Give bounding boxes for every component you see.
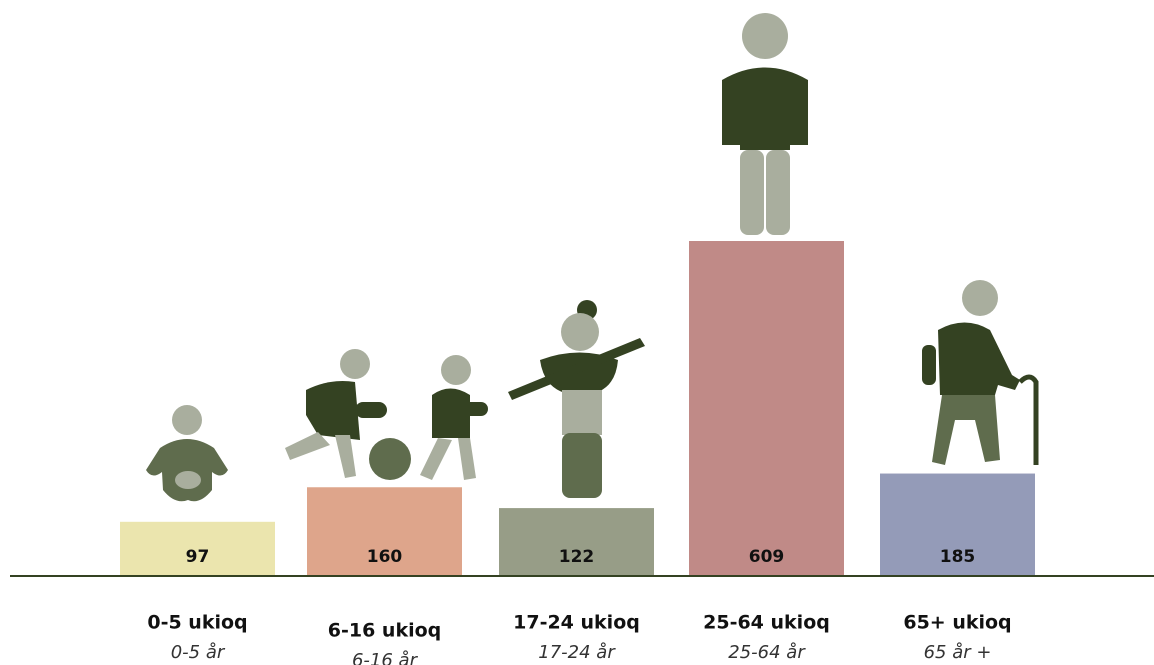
category-label: 25-64 ukioq: [703, 612, 830, 634]
value-label: 122: [559, 547, 595, 567]
value-label: 609: [749, 547, 785, 567]
value-label: 185: [940, 547, 976, 567]
subcategory-label: 17-24 år: [538, 642, 616, 663]
value-label: 97: [186, 547, 210, 567]
subcategory-label: 65 år +: [924, 642, 992, 663]
subcategory-label: 0-5 år: [171, 642, 226, 663]
baby-icon: [146, 405, 228, 501]
bar: [689, 241, 844, 575]
category-label: 0-5 ukioq: [147, 612, 247, 634]
adult-icon: [722, 13, 808, 235]
chart: 97 0-5 ukioq 0-5 år 160 6-16 ukioq 6-16 år 122…: [0, 0, 1154, 665]
category-label: 65+ ukioq: [903, 612, 1011, 634]
youth-icon: [508, 300, 645, 498]
subcategory-label: 6-16 år: [352, 650, 419, 665]
value-label: 160: [367, 547, 403, 567]
category-label: 6-16 ukioq: [328, 620, 442, 642]
kids-icon: [285, 349, 488, 480]
category-label: 17-24 ukioq: [513, 612, 640, 634]
pictograms: [146, 13, 1036, 501]
senior-icon: [922, 280, 1036, 465]
subcategory-label: 25-64 år: [728, 642, 806, 663]
